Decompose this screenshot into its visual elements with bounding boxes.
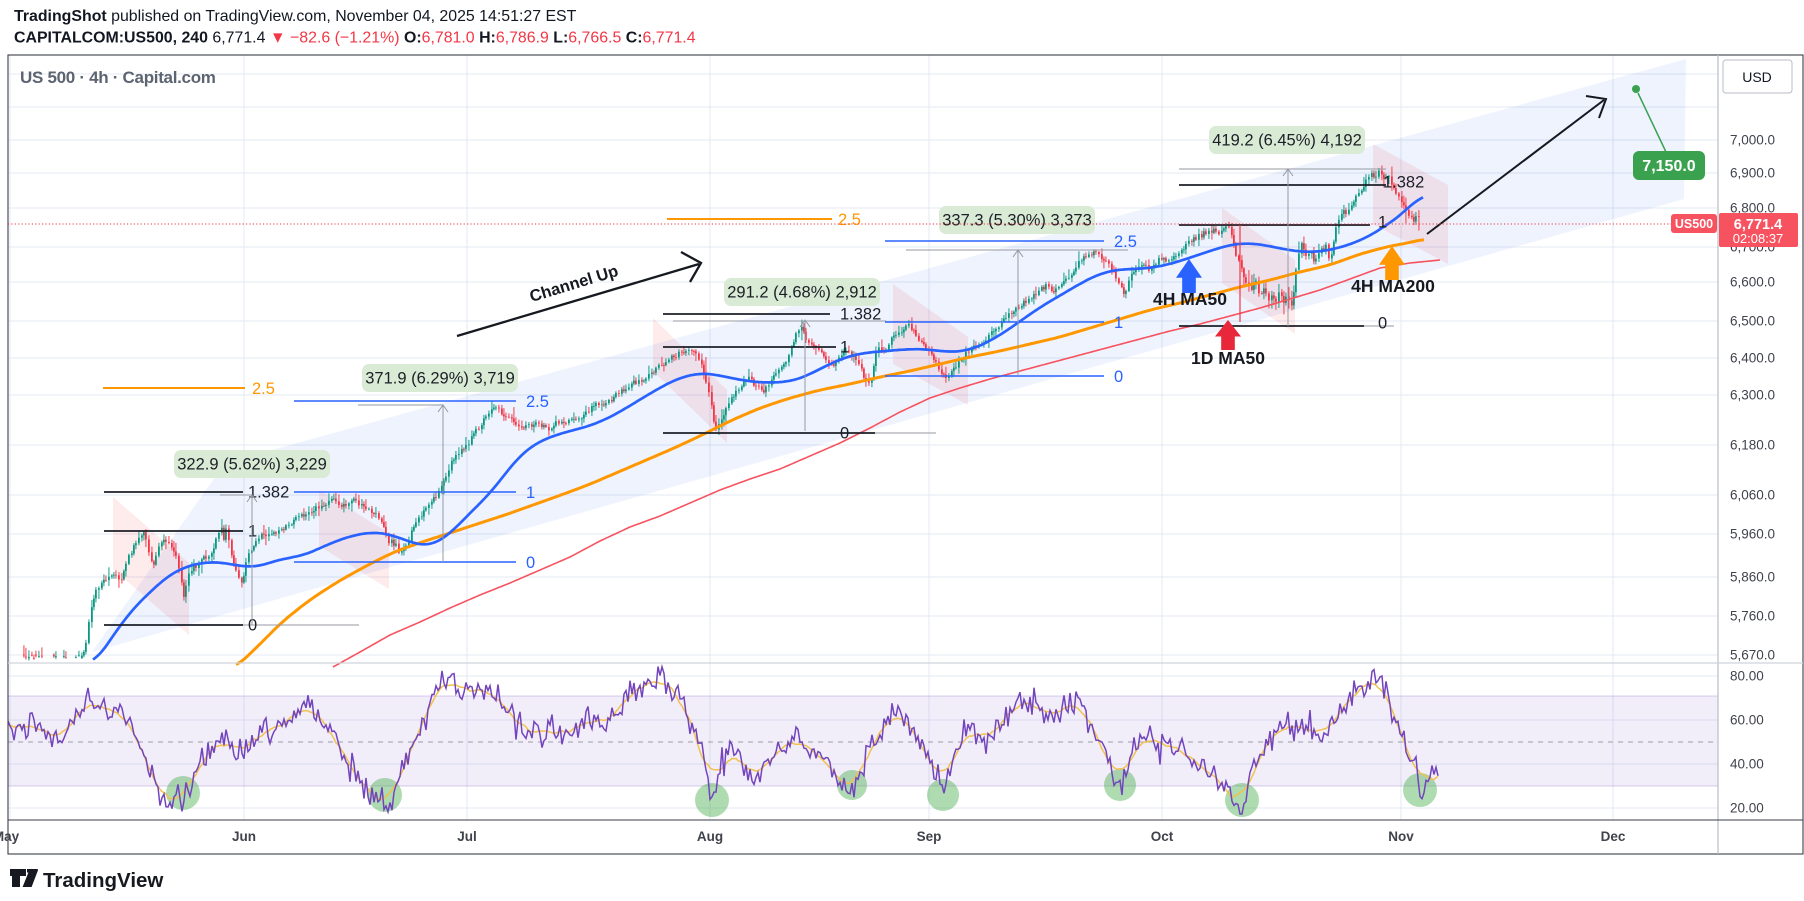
svg-text:5,860.0: 5,860.0 xyxy=(1730,570,1775,585)
svg-text:6,600.0: 6,600.0 xyxy=(1730,275,1775,290)
svg-text:US500: US500 xyxy=(1675,217,1713,231)
svg-text:5,960.0: 5,960.0 xyxy=(1730,527,1775,542)
svg-text:2.5: 2.5 xyxy=(1114,233,1137,251)
svg-text:4H MA50: 4H MA50 xyxy=(1153,289,1227,309)
svg-text:0: 0 xyxy=(1378,315,1387,333)
svg-text:60.00: 60.00 xyxy=(1730,713,1764,728)
svg-text:6,180.0: 6,180.0 xyxy=(1730,438,1775,453)
svg-text:6,771.4: 6,771.4 xyxy=(1734,217,1782,233)
svg-text:Dec: Dec xyxy=(1601,829,1626,844)
svg-text:419.2 (6.45%) 4,192: 419.2 (6.45%) 4,192 xyxy=(1212,132,1362,150)
svg-text:1D MA50: 1D MA50 xyxy=(1191,348,1265,368)
svg-text:Nov: Nov xyxy=(1388,829,1414,844)
svg-text:7,150.0: 7,150.0 xyxy=(1642,158,1695,175)
svg-text:CAPITALCOM:US500, 240 6,771.4: CAPITALCOM:US500, 240 6,771.4 ▼ −82.6 (−… xyxy=(14,30,696,47)
svg-text:May: May xyxy=(0,829,20,844)
svg-text:TradingView: TradingView xyxy=(43,869,163,892)
svg-text:1: 1 xyxy=(526,484,535,502)
svg-text:4H MA200: 4H MA200 xyxy=(1351,276,1435,296)
svg-text:0: 0 xyxy=(526,554,535,572)
svg-text:6,800.0: 6,800.0 xyxy=(1730,201,1775,216)
svg-text:USD: USD xyxy=(1742,69,1772,85)
svg-text:2.5: 2.5 xyxy=(526,393,549,411)
svg-text:Jul: Jul xyxy=(457,829,477,844)
svg-text:291.2 (4.68%) 2,912: 291.2 (4.68%) 2,912 xyxy=(727,284,877,302)
svg-text:337.3 (5.30%) 3,373: 337.3 (5.30%) 3,373 xyxy=(942,212,1092,230)
svg-text:6,060.0: 6,060.0 xyxy=(1730,488,1775,503)
svg-text:2.5: 2.5 xyxy=(838,211,861,229)
svg-text:1: 1 xyxy=(840,339,849,357)
svg-text:Jun: Jun xyxy=(232,829,256,844)
svg-text:40.00: 40.00 xyxy=(1730,757,1764,772)
svg-text:Oct: Oct xyxy=(1151,829,1174,844)
svg-text:Sep: Sep xyxy=(917,829,942,844)
svg-text:6,500.0: 6,500.0 xyxy=(1730,314,1775,329)
svg-text:20.00: 20.00 xyxy=(1730,801,1764,816)
svg-text:0: 0 xyxy=(248,617,257,635)
svg-text:0: 0 xyxy=(840,425,849,443)
svg-text:0: 0 xyxy=(1114,368,1123,386)
svg-text:1.382: 1.382 xyxy=(248,484,289,502)
svg-text:2.5: 2.5 xyxy=(252,380,275,398)
svg-text:1.382: 1.382 xyxy=(840,306,881,324)
svg-text:TradingShot published on Tradi: TradingShot published on TradingView.com… xyxy=(14,8,577,25)
svg-text:Aug: Aug xyxy=(697,829,723,844)
svg-text:02:08:37: 02:08:37 xyxy=(1733,231,1784,246)
svg-text:1: 1 xyxy=(1378,214,1387,232)
svg-text:1: 1 xyxy=(1114,314,1123,332)
svg-text:US 500 · 4h · Capital.com: US 500 · 4h · Capital.com xyxy=(20,68,216,87)
svg-text:371.9 (6.29%) 3,719: 371.9 (6.29%) 3,719 xyxy=(365,370,515,388)
svg-text:5,760.0: 5,760.0 xyxy=(1730,609,1775,624)
svg-text:7,000.0: 7,000.0 xyxy=(1730,133,1775,148)
svg-text:6,900.0: 6,900.0 xyxy=(1730,166,1775,181)
svg-text:6,400.0: 6,400.0 xyxy=(1730,351,1775,366)
svg-text:80.00: 80.00 xyxy=(1730,669,1764,684)
svg-text:322.9 (5.62%) 3,229: 322.9 (5.62%) 3,229 xyxy=(177,456,327,474)
svg-text:1: 1 xyxy=(248,523,257,541)
svg-text:1.382: 1.382 xyxy=(1383,174,1424,192)
svg-text:6,300.0: 6,300.0 xyxy=(1730,388,1775,403)
svg-text:5,670.0: 5,670.0 xyxy=(1730,648,1775,663)
